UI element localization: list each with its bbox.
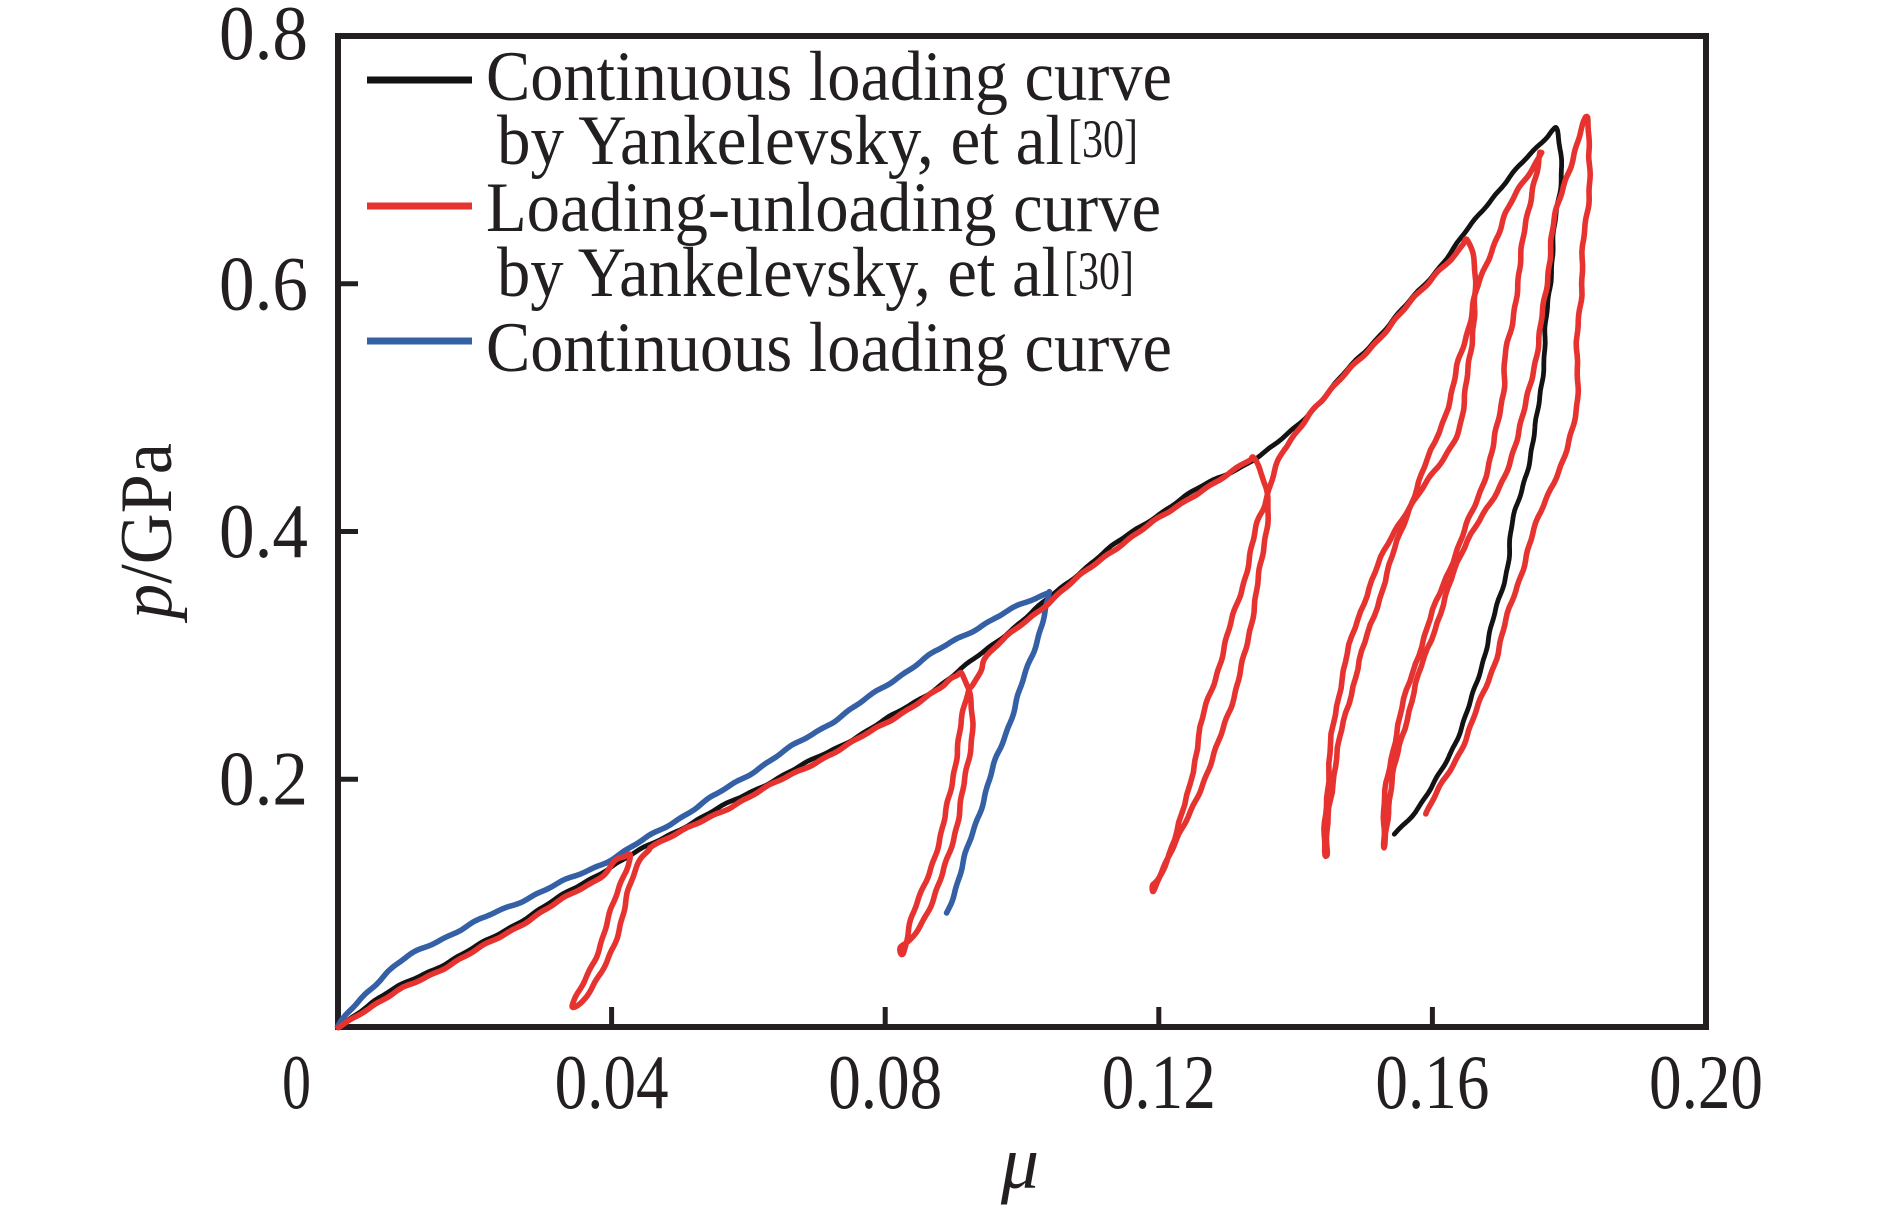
svg-text:0.04: 0.04	[555, 1039, 669, 1125]
svg-text:Continuous loading curve: Continuous loading curve	[486, 38, 1172, 116]
svg-text:0.6: 0.6	[219, 241, 308, 327]
svg-text:p/GPa: p/GPa	[106, 443, 188, 624]
svg-text:0.12: 0.12	[1102, 1039, 1216, 1125]
svg-text:μ: μ	[1000, 1121, 1039, 1205]
svg-text:by Yankelevsky, et al: by Yankelevsky, et al	[497, 102, 1064, 180]
svg-text:[30]: [30]	[1064, 241, 1134, 301]
svg-text:0: 0	[282, 1039, 311, 1125]
svg-text:Continuous loading curve: Continuous loading curve	[486, 309, 1172, 387]
svg-text:by Yankelevsky, et al: by Yankelevsky, et al	[497, 234, 1060, 312]
svg-text:0.4: 0.4	[219, 488, 308, 574]
svg-text:Loading-unloading curve: Loading-unloading curve	[486, 169, 1161, 247]
svg-text:0.2: 0.2	[219, 736, 308, 822]
svg-text:0.8: 0.8	[219, 0, 308, 76]
svg-text:[30]: [30]	[1068, 109, 1138, 169]
svg-text:0.20: 0.20	[1649, 1039, 1763, 1125]
svg-text:0.08: 0.08	[828, 1039, 942, 1125]
svg-text:0.16: 0.16	[1375, 1039, 1489, 1125]
